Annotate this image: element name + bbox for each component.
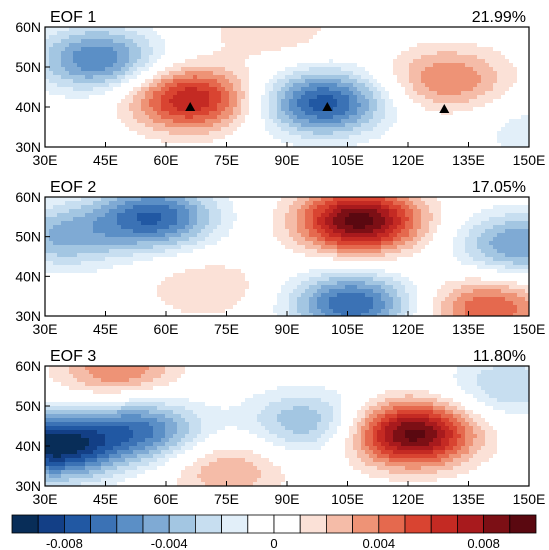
y-tick-label: 60N [15, 189, 41, 205]
pattern-field [45, 197, 530, 317]
colorbar-swatch [404, 514, 432, 534]
x-tick-label: 90E [275, 152, 300, 168]
colorbar-swatch [142, 514, 170, 534]
colorbar-label: 0.008 [467, 536, 500, 550]
x-tick-label: 30E [33, 152, 58, 168]
colorbar-swatch [430, 514, 458, 534]
x-tick-label: 30E [33, 321, 58, 337]
colorbar-swatch [221, 514, 249, 534]
x-tick-label: 45E [93, 491, 118, 507]
x-tick-label: 60E [154, 321, 179, 337]
station-marker [185, 102, 196, 111]
y-tick-label: 30N [15, 139, 41, 155]
colorbar-swatch [456, 514, 484, 534]
colorbar-swatch [90, 514, 118, 534]
colorbar-label: 0.004 [363, 536, 396, 550]
explained-variance: 21.99% [472, 9, 526, 26]
x-tick-label: 120E [392, 152, 425, 168]
colorbar-swatch [509, 514, 537, 534]
y-tick-label: 60N [15, 19, 41, 35]
colorbar-label: 0 [270, 536, 277, 550]
eof-panel-3: EOF 3 11.80% 30E 45E 60E 75E 90E 105E 120E 135E 15… [15, 348, 545, 507]
colorbar-swatch [11, 514, 39, 534]
explained-variance: 11.80% [473, 348, 526, 365]
colorbar-swatch [247, 514, 275, 534]
panel-label: EOF 3 [50, 348, 96, 365]
colorbar-swatch [378, 514, 406, 534]
panel-label: EOF 1 [50, 9, 96, 26]
station-marker [322, 102, 333, 111]
y-tick-label: 40N [15, 99, 41, 115]
x-tick-label: 120E [392, 321, 425, 337]
colorbar: -0.008 -0.004 0 0.004 0.008 [11, 514, 537, 550]
x-tick-label: 75E [214, 491, 239, 507]
pattern-field [45, 366, 530, 487]
colorbar-swatch [194, 514, 222, 534]
y-tick-label: 30N [15, 308, 41, 324]
x-tick-label: 45E [93, 321, 118, 337]
colorbar-swatch [273, 514, 301, 534]
colorbar-swatch [64, 514, 92, 534]
y-tick-label: 30N [15, 478, 41, 494]
y-tick-label: 40N [15, 438, 41, 454]
x-tick-label: 105E [331, 321, 364, 337]
x-tick-label: 150E [513, 152, 546, 168]
x-tick-label: 105E [331, 491, 364, 507]
x-tick-label: 105E [331, 152, 364, 168]
x-tick-label: 150E [513, 491, 546, 507]
colorbar-swatch [352, 514, 380, 534]
x-tick-label: 90E [275, 321, 300, 337]
explained-variance: 17.05% [472, 179, 526, 196]
y-tick-label: 50N [15, 59, 41, 75]
colorbar-swatch [37, 514, 65, 534]
panel-label: EOF 2 [50, 179, 96, 196]
x-tick-label: 135E [452, 152, 485, 168]
colorbar-swatch [168, 514, 196, 534]
x-tick-label: 60E [154, 152, 179, 168]
x-tick-label: 90E [275, 491, 300, 507]
x-tick-label: 150E [513, 321, 546, 337]
x-tick-label: 45E [93, 152, 118, 168]
x-tick-label: 135E [452, 491, 485, 507]
colorbar-label: -0.008 [46, 536, 83, 550]
x-tick-label: 135E [452, 321, 485, 337]
y-tick-label: 40N [15, 268, 41, 284]
x-tick-label: 60E [154, 491, 179, 507]
pattern-field [45, 27, 530, 148]
y-tick-label: 60N [15, 358, 41, 374]
x-tick-label: 75E [214, 152, 239, 168]
y-tick-label: 50N [15, 398, 41, 414]
eof-panels: EOF 1 21.99% 30E 45E 60E 75E 90E 105E 120E 135E 15… [15, 9, 545, 507]
colorbar-swatch [299, 514, 327, 534]
station-marker [439, 104, 450, 113]
colorbar-swatch [116, 514, 144, 534]
y-tick-label: 50N [15, 229, 41, 245]
colorbar-swatch [325, 514, 353, 534]
colorbar-label: -0.004 [151, 536, 188, 550]
colorbar-swatch [483, 514, 511, 534]
eof-panel-2: EOF 2 17.05% 30E 45E 60E 75E 90E 105E 120E 135E 15… [15, 179, 545, 337]
x-tick-label: 75E [214, 321, 239, 337]
x-tick-label: 120E [392, 491, 425, 507]
x-tick-label: 30E [33, 491, 58, 507]
eof-panel-1: EOF 1 21.99% 30E 45E 60E 75E 90E 105E 120E 135E 15… [15, 9, 545, 168]
